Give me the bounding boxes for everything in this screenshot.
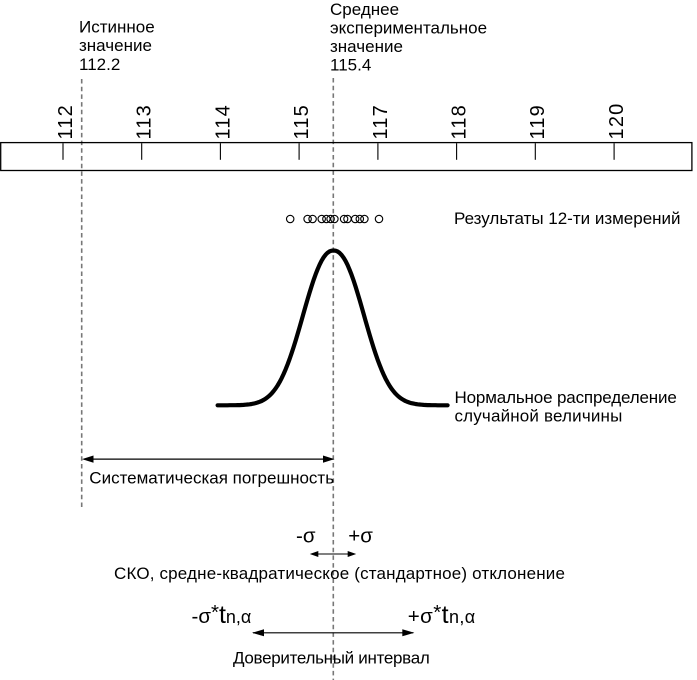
svg-text:Среднее: Среднее <box>330 0 399 19</box>
svg-text:случайной величины: случайной величины <box>455 407 623 426</box>
svg-text:Систематическая погрешность: Систематическая погрешность <box>89 469 334 488</box>
svg-text:115: 115 <box>291 104 313 140</box>
svg-text:112: 112 <box>55 104 77 140</box>
svg-text:Результаты 12-ти измерений: Результаты 12-ти измерений <box>454 209 681 228</box>
svg-text:118: 118 <box>449 104 471 140</box>
svg-text:СКО, средне-квадратическое (ст: СКО, средне-квадратическое (стандартное)… <box>114 564 565 583</box>
svg-text:Нормальное распределение: Нормальное распределение <box>455 388 677 407</box>
svg-text:117: 117 <box>370 104 392 140</box>
svg-text:-σ: -σ <box>296 525 316 548</box>
svg-text:120: 120 <box>606 103 628 140</box>
svg-text:Истинное: Истинное <box>79 18 155 37</box>
svg-text:значение: значение <box>330 37 403 56</box>
svg-text:115.4: 115.4 <box>330 56 371 75</box>
svg-text:Доверительный интервал: Доверительный интервал <box>233 648 430 667</box>
svg-text:114: 114 <box>212 104 234 140</box>
svg-text:значение: значение <box>79 36 152 55</box>
svg-text:119: 119 <box>527 104 549 140</box>
svg-text:экспериментальное: экспериментальное <box>330 18 487 37</box>
svg-text:+σ: +σ <box>348 525 373 548</box>
svg-text:113: 113 <box>134 104 156 140</box>
svg-text:112.2: 112.2 <box>79 55 120 74</box>
